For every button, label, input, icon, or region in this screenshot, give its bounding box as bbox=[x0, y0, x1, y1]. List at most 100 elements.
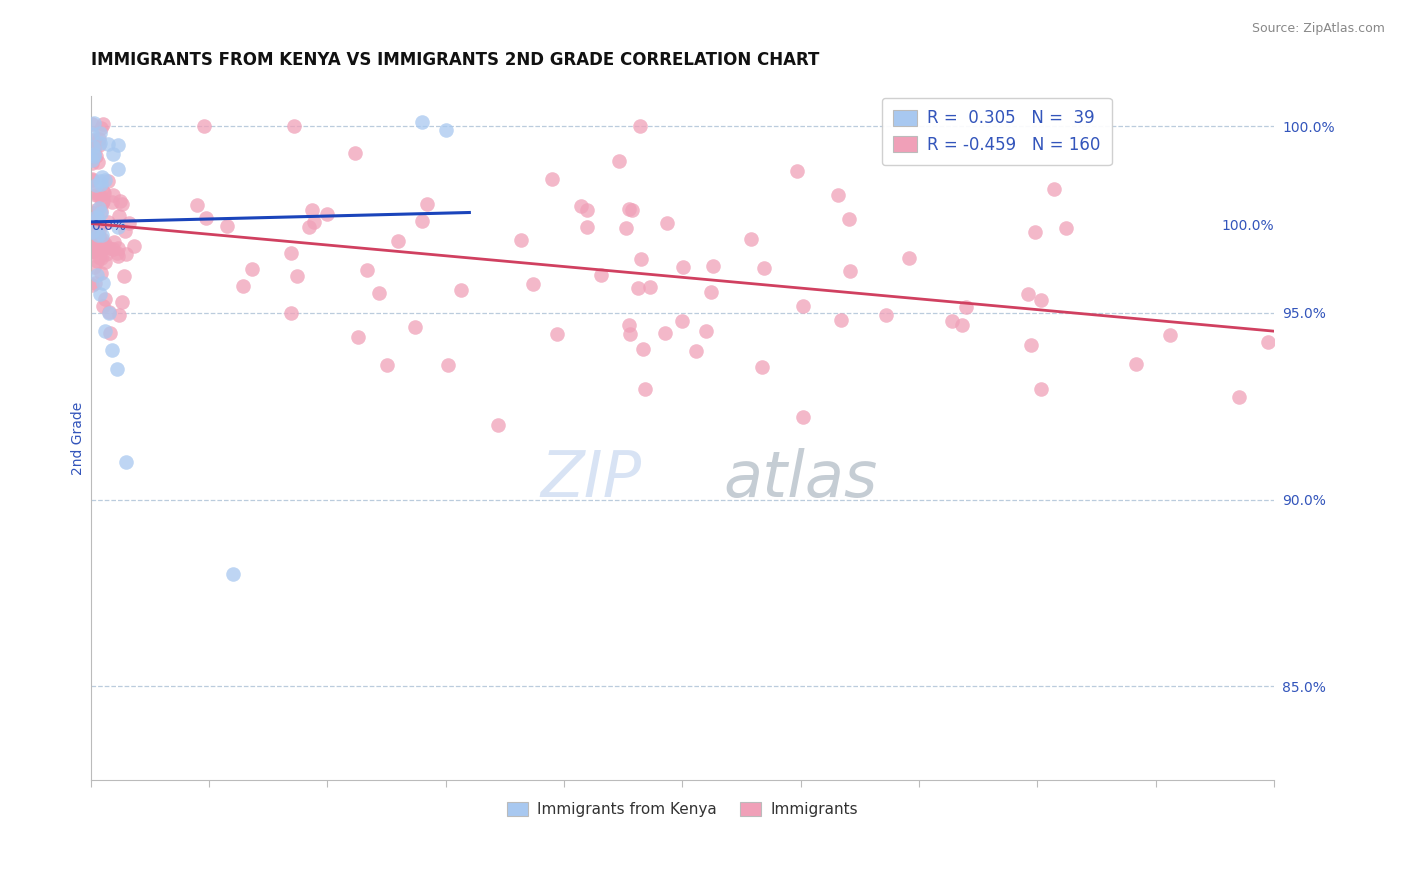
Point bbox=[98, 326, 121, 341]
Point bbox=[108, 308, 131, 322]
Point bbox=[575, 203, 598, 218]
Point bbox=[89, 233, 111, 247]
Point bbox=[86, 155, 108, 169]
Point bbox=[695, 324, 717, 338]
Point bbox=[82, 186, 104, 200]
Point bbox=[283, 119, 305, 133]
Point bbox=[82, 173, 104, 187]
Point bbox=[617, 318, 640, 332]
Point bbox=[1029, 293, 1052, 307]
Point bbox=[950, 318, 973, 332]
Point bbox=[89, 174, 111, 188]
Point bbox=[105, 361, 128, 376]
Point bbox=[898, 251, 921, 265]
Point bbox=[1029, 382, 1052, 396]
Point bbox=[87, 132, 110, 146]
Point bbox=[82, 133, 104, 147]
Point bbox=[97, 215, 120, 229]
Point bbox=[115, 246, 138, 260]
Point bbox=[84, 236, 107, 251]
Point bbox=[617, 202, 640, 217]
Point bbox=[107, 138, 129, 153]
Text: ZIP: ZIP bbox=[540, 448, 641, 510]
Point bbox=[82, 172, 104, 186]
Point bbox=[875, 308, 897, 322]
Point bbox=[84, 202, 107, 217]
Point bbox=[301, 203, 323, 218]
Point bbox=[107, 219, 129, 234]
Point bbox=[94, 247, 117, 261]
Point bbox=[80, 244, 103, 259]
Point bbox=[280, 305, 302, 319]
Point bbox=[94, 240, 117, 254]
Text: 0.0%: 0.0% bbox=[91, 219, 125, 233]
Text: 100.0%: 100.0% bbox=[1222, 219, 1274, 233]
Point bbox=[792, 299, 814, 313]
Point bbox=[522, 277, 544, 291]
Point bbox=[87, 227, 110, 242]
Point bbox=[87, 235, 110, 249]
Point bbox=[830, 312, 852, 326]
Point bbox=[193, 119, 215, 133]
Text: atlas: atlas bbox=[724, 448, 877, 510]
Point bbox=[541, 171, 564, 186]
Point bbox=[80, 244, 103, 258]
Point bbox=[654, 326, 676, 340]
Point bbox=[195, 211, 218, 225]
Point bbox=[115, 455, 138, 469]
Point bbox=[122, 239, 145, 253]
Point bbox=[633, 343, 655, 357]
Point bbox=[91, 276, 114, 290]
Point bbox=[416, 197, 439, 211]
Point bbox=[91, 232, 114, 246]
Point bbox=[118, 216, 141, 230]
Point bbox=[285, 269, 308, 284]
Point bbox=[619, 326, 641, 341]
Point bbox=[1159, 328, 1181, 343]
Point bbox=[1257, 334, 1279, 349]
Point bbox=[91, 194, 114, 209]
Point bbox=[89, 127, 111, 141]
Point bbox=[83, 141, 105, 155]
Point bbox=[575, 220, 598, 235]
Point bbox=[87, 138, 110, 153]
Point bbox=[84, 241, 107, 255]
Point bbox=[84, 277, 107, 291]
Point bbox=[91, 117, 114, 131]
Point bbox=[638, 280, 661, 294]
Point bbox=[82, 139, 104, 153]
Point bbox=[1024, 225, 1046, 239]
Point bbox=[89, 243, 111, 257]
Point bbox=[387, 234, 409, 248]
Point bbox=[510, 233, 533, 247]
Point bbox=[97, 174, 120, 188]
Point bbox=[752, 260, 775, 275]
Point bbox=[93, 237, 115, 252]
Point bbox=[240, 261, 263, 276]
Point bbox=[82, 149, 104, 163]
Point bbox=[589, 268, 612, 283]
Point bbox=[621, 203, 644, 218]
Text: Source: ZipAtlas.com: Source: ZipAtlas.com bbox=[1251, 22, 1385, 36]
Point bbox=[702, 260, 724, 274]
Point bbox=[302, 215, 325, 229]
Point bbox=[100, 195, 122, 210]
Point bbox=[671, 314, 693, 328]
Point bbox=[107, 241, 129, 255]
Point bbox=[84, 225, 107, 239]
Point bbox=[83, 149, 105, 163]
Point bbox=[97, 137, 120, 152]
Point bbox=[232, 278, 254, 293]
Point bbox=[955, 300, 977, 314]
Point bbox=[83, 116, 105, 130]
Point bbox=[90, 121, 112, 136]
Point bbox=[97, 242, 120, 256]
Point bbox=[786, 164, 808, 178]
Text: IMMIGRANTS FROM KENYA VS IMMIGRANTS 2ND GRADE CORRELATION CHART: IMMIGRANTS FROM KENYA VS IMMIGRANTS 2ND … bbox=[91, 51, 820, 69]
Point bbox=[87, 250, 110, 264]
Point bbox=[411, 213, 433, 227]
Point bbox=[87, 211, 110, 226]
Point bbox=[90, 252, 112, 266]
Point bbox=[90, 177, 112, 191]
Point bbox=[91, 185, 114, 199]
